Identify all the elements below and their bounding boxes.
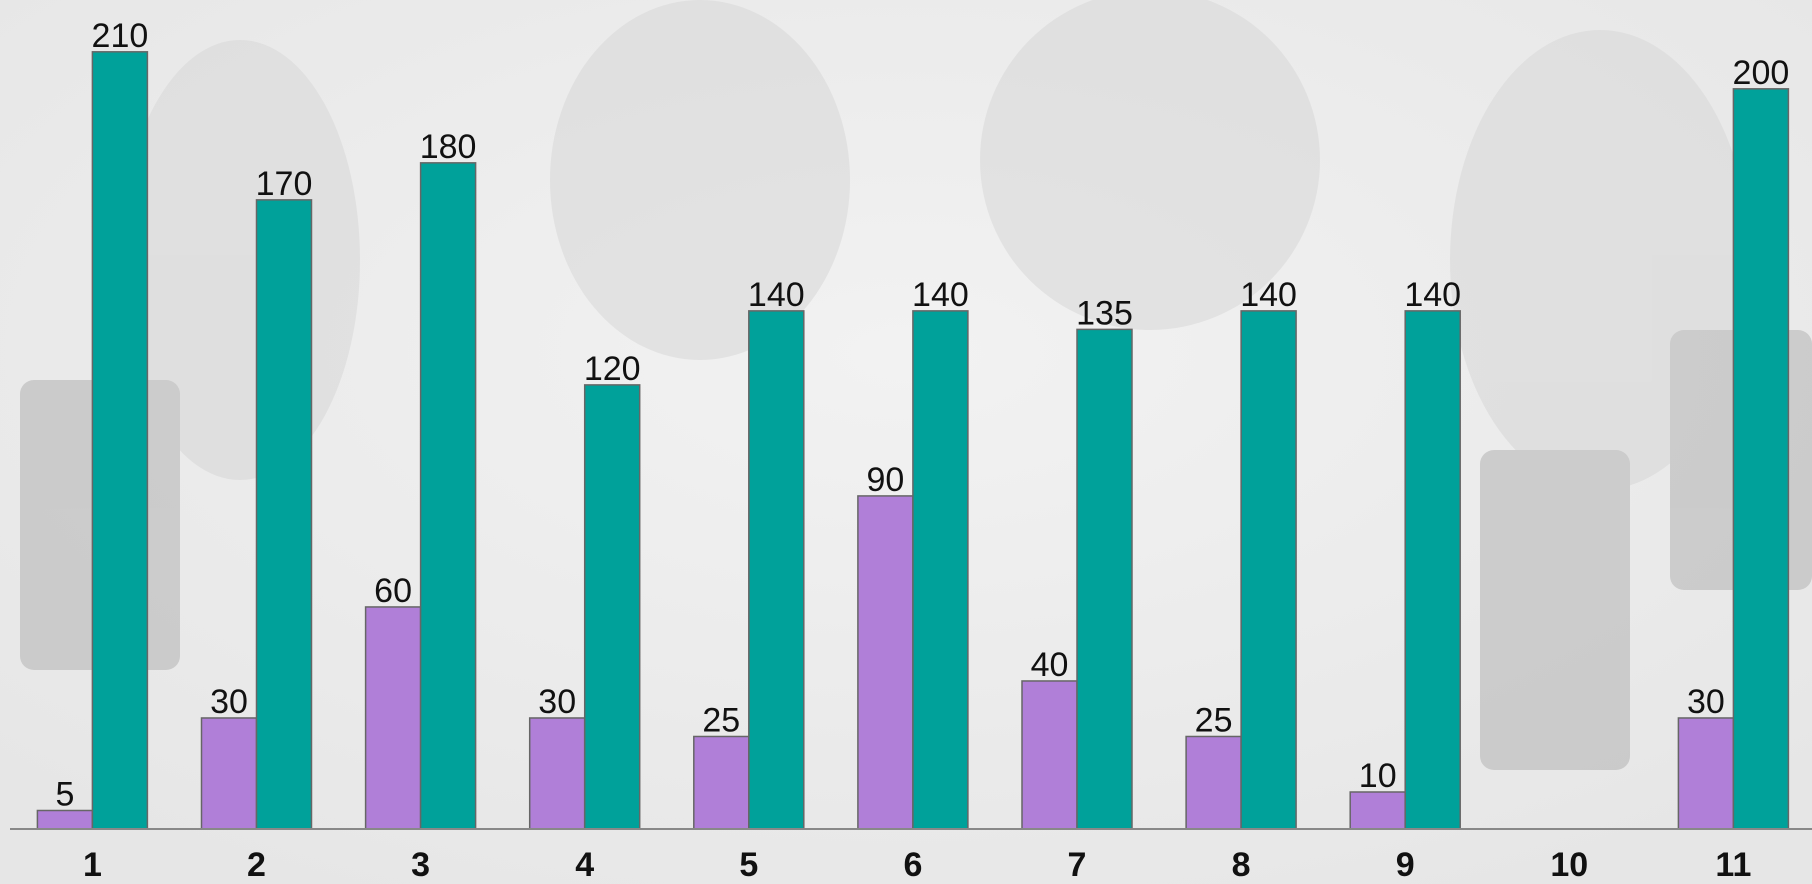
bar — [91, 51, 149, 830]
data-label: 25 — [1195, 701, 1233, 739]
data-label: 5 — [55, 775, 74, 813]
x-tick-label: 8 — [1232, 846, 1251, 884]
data-label: 60 — [374, 572, 412, 610]
bar — [857, 495, 914, 830]
data-label: 90 — [866, 461, 904, 499]
data-label: 25 — [702, 701, 740, 739]
data-label: 140 — [1240, 276, 1297, 314]
data-label: 30 — [538, 683, 576, 721]
bar — [748, 310, 805, 830]
data-label: 30 — [1687, 683, 1725, 721]
data-label: 180 — [420, 128, 477, 166]
bar — [583, 384, 641, 830]
data-label: 210 — [92, 17, 149, 55]
bar — [419, 162, 477, 830]
bar — [1185, 735, 1242, 830]
bar — [1076, 328, 1133, 830]
x-tick-label: 2 — [247, 846, 266, 884]
data-label: 40 — [1031, 646, 1069, 684]
bar — [1021, 680, 1078, 830]
bar — [255, 199, 313, 830]
bar — [528, 717, 586, 830]
data-label: 135 — [1076, 294, 1133, 332]
data-label: 200 — [1733, 54, 1790, 92]
bar — [912, 310, 969, 830]
x-tick-label: 5 — [739, 846, 758, 884]
data-label: 170 — [256, 165, 313, 203]
bar — [364, 606, 422, 830]
bar — [200, 717, 258, 830]
bar — [1404, 310, 1461, 830]
data-label: 10 — [1359, 757, 1397, 795]
data-label: 140 — [748, 276, 805, 314]
x-tick-label: 1 — [83, 846, 102, 884]
data-label: 30 — [210, 683, 248, 721]
x-tick-label: 6 — [903, 846, 922, 884]
data-label: 140 — [1404, 276, 1461, 314]
data-label: 120 — [584, 350, 641, 388]
x-tick-label: 3 — [411, 846, 430, 884]
bar — [1732, 88, 1790, 830]
data-label: 140 — [912, 276, 969, 314]
x-tick-label: 9 — [1396, 846, 1415, 884]
bar — [1240, 310, 1297, 830]
bar — [1349, 791, 1406, 830]
x-tick-label: 10 — [1550, 846, 1588, 884]
bar — [1677, 717, 1735, 830]
x-tick-label: 7 — [1068, 846, 1087, 884]
x-tick-label: 11 — [1715, 846, 1751, 884]
bar — [693, 735, 750, 830]
x-tick-label: 4 — [575, 846, 594, 884]
